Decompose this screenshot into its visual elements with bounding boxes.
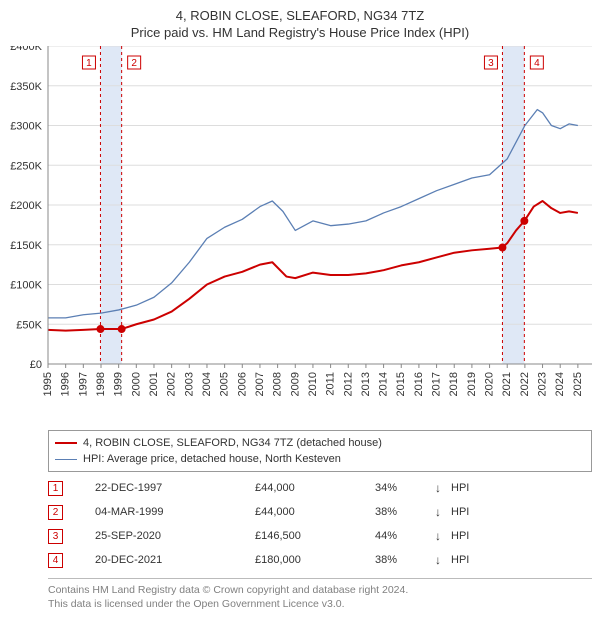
footnote-line1: Contains HM Land Registry data © Crown c…: [48, 583, 592, 597]
svg-text:£400K: £400K: [10, 46, 42, 53]
svg-text:2007: 2007: [254, 372, 266, 396]
svg-text:2025: 2025: [572, 372, 584, 396]
svg-text:2014: 2014: [378, 372, 390, 396]
legend: 4, ROBIN CLOSE, SLEAFORD, NG34 7TZ (deta…: [48, 430, 592, 472]
marker-hpi-label: HPI: [451, 506, 491, 518]
legend-item: 4, ROBIN CLOSE, SLEAFORD, NG34 7TZ (deta…: [55, 435, 585, 451]
svg-text:1998: 1998: [95, 372, 107, 396]
svg-text:£250K: £250K: [10, 160, 42, 172]
marker-price: £146,500: [255, 530, 375, 542]
marker-pct: 34%: [375, 482, 435, 494]
svg-text:£50K: £50K: [16, 319, 42, 331]
legend-label: HPI: Average price, detached house, Nort…: [83, 451, 341, 467]
svg-text:1996: 1996: [60, 372, 72, 396]
marker-price: £44,000: [255, 506, 375, 518]
marker-row: 3 25-SEP-2020£146,50044%↓HPI: [48, 524, 592, 548]
legend-swatch: [55, 459, 77, 460]
svg-text:2018: 2018: [448, 372, 460, 396]
svg-text:£150K: £150K: [10, 240, 42, 252]
svg-text:2006: 2006: [236, 372, 248, 396]
marker-badge: 1: [48, 481, 63, 496]
svg-text:2024: 2024: [554, 372, 566, 396]
svg-text:£300K: £300K: [10, 121, 42, 133]
marker-row: 1 22-DEC-1997£44,00034%↓HPI: [48, 476, 592, 500]
marker-badge: 3: [48, 529, 63, 544]
marker-badge: 2: [48, 505, 63, 520]
svg-text:2023: 2023: [537, 372, 549, 396]
marker-hpi-label: HPI: [451, 530, 491, 542]
footnote: Contains HM Land Registry data © Crown c…: [48, 578, 592, 611]
svg-text:2021: 2021: [501, 372, 513, 396]
marker-hpi-label: HPI: [451, 554, 491, 566]
svg-text:1995: 1995: [42, 372, 54, 396]
marker-row: 2 04-MAR-1999£44,00038%↓HPI: [48, 500, 592, 524]
down-arrow-icon: ↓: [435, 529, 451, 543]
marker-price: £44,000: [255, 482, 375, 494]
svg-text:2001: 2001: [148, 372, 160, 396]
legend-item: HPI: Average price, detached house, Nort…: [55, 451, 585, 467]
svg-text:1997: 1997: [77, 372, 89, 396]
svg-text:3: 3: [488, 58, 494, 69]
svg-text:2003: 2003: [183, 372, 195, 396]
svg-text:£350K: £350K: [10, 81, 42, 93]
svg-text:2017: 2017: [431, 372, 443, 396]
down-arrow-icon: ↓: [435, 505, 451, 519]
marker-pct: 38%: [375, 506, 435, 518]
footnote-line2: This data is licensed under the Open Gov…: [48, 597, 592, 611]
svg-text:2009: 2009: [289, 372, 301, 396]
svg-text:2015: 2015: [395, 372, 407, 396]
chart-svg: £0 £50K £100K £150K £200K £250K £300K £350K £400…: [0, 46, 600, 426]
svg-text:2019: 2019: [466, 372, 478, 396]
svg-text:2: 2: [131, 58, 137, 69]
svg-text:2005: 2005: [219, 372, 231, 396]
svg-text:2000: 2000: [130, 372, 142, 396]
marker-row: 4 20-DEC-2021£180,00038%↓HPI: [48, 548, 592, 572]
marker-hpi-label: HPI: [451, 482, 491, 494]
marker-badge: 4: [48, 553, 63, 568]
legend-swatch: [55, 442, 77, 444]
marker-table: 122-DEC-1997£44,00034%↓HPI204-MAR-1999£4…: [48, 476, 592, 572]
marker-pct: 44%: [375, 530, 435, 542]
svg-text:2012: 2012: [342, 372, 354, 396]
marker-date: 04-MAR-1999: [95, 506, 255, 518]
marker-date: 20-DEC-2021: [95, 554, 255, 566]
marker-date: 22-DEC-1997: [95, 482, 255, 494]
svg-text:2004: 2004: [201, 372, 213, 396]
svg-text:4: 4: [534, 58, 540, 69]
marker-pct: 38%: [375, 554, 435, 566]
marker-price: £180,000: [255, 554, 375, 566]
svg-text:2022: 2022: [519, 372, 531, 396]
down-arrow-icon: ↓: [435, 553, 451, 567]
svg-text:£0: £0: [30, 359, 42, 371]
marker-date: 25-SEP-2020: [95, 530, 255, 542]
svg-text:2013: 2013: [360, 372, 372, 396]
svg-text:2010: 2010: [307, 372, 319, 396]
svg-text:2008: 2008: [272, 372, 284, 396]
down-arrow-icon: ↓: [435, 481, 451, 495]
chart-title-line2: Price paid vs. HM Land Registry's House …: [0, 23, 600, 40]
chart-plot-area: £0 £50K £100K £150K £200K £250K £300K £350K £400…: [0, 46, 600, 426]
legend-label: 4, ROBIN CLOSE, SLEAFORD, NG34 7TZ (deta…: [83, 435, 382, 451]
svg-text:£100K: £100K: [10, 280, 42, 292]
svg-text:1999: 1999: [113, 372, 125, 396]
svg-text:2011: 2011: [325, 372, 337, 396]
chart-title-line1: 4, ROBIN CLOSE, SLEAFORD, NG34 7TZ: [0, 0, 600, 23]
svg-text:2020: 2020: [484, 372, 496, 396]
svg-text:1: 1: [86, 58, 92, 69]
svg-text:£200K: £200K: [10, 200, 42, 212]
svg-text:2016: 2016: [413, 372, 425, 396]
chart-container: { "title_line1": "4, ROBIN CLOSE, SLEAFO…: [0, 0, 600, 620]
svg-text:2002: 2002: [166, 372, 178, 396]
